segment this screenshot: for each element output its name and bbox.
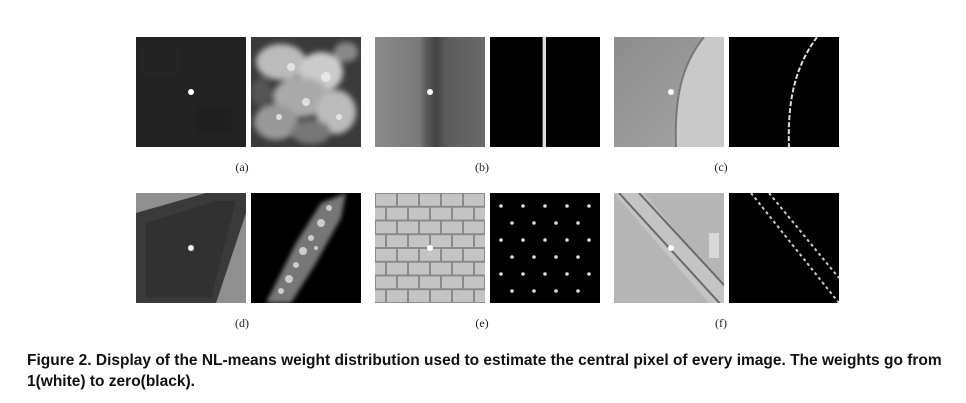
image-b-vertical-edge: [375, 37, 485, 147]
image-f-diagonal-stripes: [614, 193, 724, 303]
image-e-brick-pattern: [375, 193, 485, 303]
weights-d: [251, 193, 361, 303]
label-f: (f): [715, 316, 727, 330]
weights-b: [490, 37, 600, 147]
weights-f: [729, 193, 839, 303]
weights-e: [490, 193, 600, 303]
label-a: (a): [235, 160, 249, 174]
weights-a: [251, 37, 361, 147]
image-c-curved-edge: [614, 37, 724, 147]
label-b: (b): [475, 160, 489, 174]
label-d: (d): [235, 316, 249, 330]
weights-c: [729, 37, 839, 147]
figure-caption: Figure 2. Display of the NL-means weight…: [27, 352, 942, 390]
label-c: (c): [714, 160, 728, 174]
label-e: (e): [475, 316, 489, 330]
image-d-diagonal-band: [136, 193, 246, 303]
image-a-noise: [136, 37, 246, 147]
